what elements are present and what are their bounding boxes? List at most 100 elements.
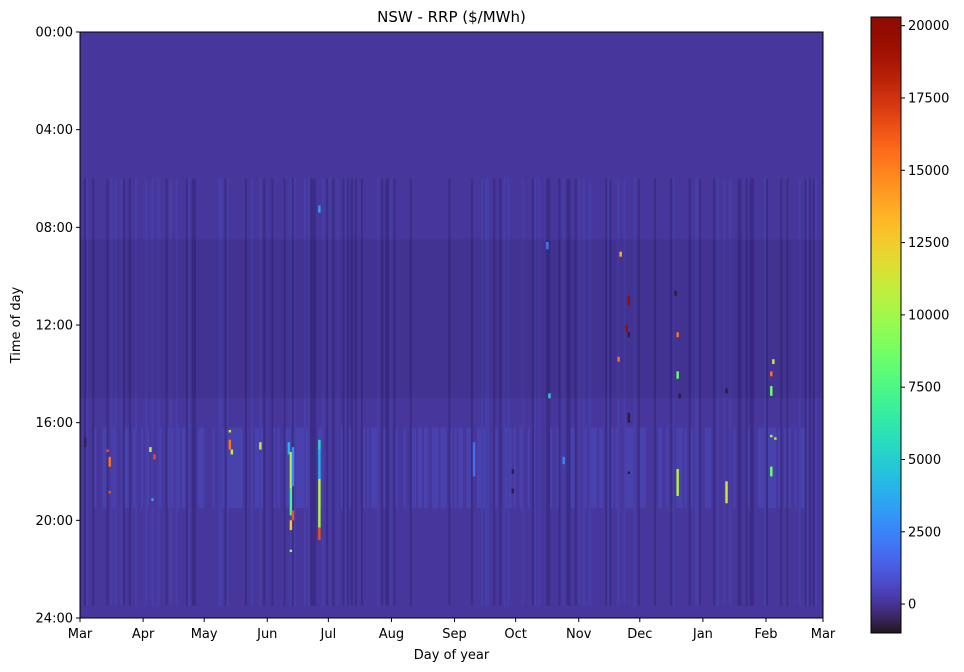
texture-evening bbox=[132, 427, 135, 509]
texture-stripe bbox=[749, 178, 752, 606]
texture-evening bbox=[772, 427, 775, 509]
texture-evening bbox=[458, 427, 461, 509]
texture-stripe bbox=[605, 178, 608, 606]
texture-evening bbox=[570, 427, 573, 509]
x-tick-label: Jun bbox=[256, 627, 277, 642]
texture-evening bbox=[340, 427, 343, 509]
texture-stripe bbox=[328, 178, 331, 606]
texture-evening bbox=[297, 427, 300, 509]
texture-evening bbox=[375, 427, 378, 509]
texture-stripe bbox=[780, 178, 783, 606]
texture-evening bbox=[177, 427, 180, 509]
texture-evening bbox=[403, 427, 406, 509]
texture-stripe bbox=[326, 178, 329, 606]
heatmap-cell bbox=[318, 478, 321, 528]
texture-stripe bbox=[713, 178, 716, 606]
texture-stripe bbox=[481, 178, 484, 606]
texture-stripe bbox=[322, 178, 325, 606]
texture-evening bbox=[236, 427, 239, 509]
texture-evening bbox=[747, 427, 750, 509]
texture-evening bbox=[466, 427, 469, 509]
texture-evening bbox=[684, 427, 687, 509]
x-tick-label: Aug bbox=[379, 627, 404, 642]
heatmap-cell bbox=[627, 412, 631, 423]
texture-stripe bbox=[289, 178, 292, 606]
texture-evening bbox=[572, 427, 575, 509]
texture-evening bbox=[167, 427, 170, 509]
texture-stripe bbox=[499, 178, 502, 606]
texture-stripe bbox=[332, 178, 335, 606]
texture-stripe bbox=[623, 178, 626, 606]
heatmap-cell bbox=[318, 439, 321, 450]
texture-stripe bbox=[293, 178, 296, 606]
texture-stripe bbox=[106, 178, 109, 606]
heatmap-cell bbox=[472, 442, 476, 477]
texture-evening bbox=[615, 427, 618, 509]
heatmap-cell bbox=[108, 491, 111, 494]
texture-evening bbox=[94, 427, 97, 509]
heatmap-cell bbox=[151, 498, 154, 501]
texture-stripe bbox=[157, 178, 160, 606]
texture-stripe bbox=[654, 178, 657, 606]
colorbar-tick-label: 20000 bbox=[908, 19, 949, 34]
texture-evening bbox=[371, 427, 374, 509]
x-tick-label: Jan bbox=[692, 627, 713, 642]
texture-evening bbox=[141, 427, 144, 509]
texture-evening bbox=[277, 427, 280, 509]
y-tick-label: 12:00 bbox=[36, 319, 73, 334]
texture-stripe bbox=[763, 178, 767, 606]
texture-evening bbox=[230, 427, 233, 509]
texture-stripe bbox=[114, 178, 117, 606]
colorbar-ticks: 0 2500 5000 7500 10000 12500 15000 17500 20000 bbox=[901, 19, 949, 613]
heatmap-cell bbox=[106, 449, 109, 452]
texture-stripe bbox=[521, 178, 524, 606]
texture-stripe bbox=[191, 178, 194, 606]
texture-stripe bbox=[84, 178, 87, 606]
heatmap-cell bbox=[511, 469, 514, 474]
texture-evening bbox=[505, 427, 508, 509]
colorbar-tick-label: 17500 bbox=[908, 91, 949, 106]
texture-evening bbox=[232, 427, 235, 509]
texture-evening bbox=[788, 427, 791, 509]
texture-evening bbox=[627, 427, 630, 509]
texture-evening bbox=[126, 427, 129, 509]
texture-evening bbox=[678, 427, 681, 509]
texture-stripe bbox=[303, 178, 306, 606]
texture-evening bbox=[483, 427, 486, 509]
texture-stripe bbox=[812, 178, 815, 606]
texture-evening bbox=[590, 427, 593, 509]
texture-evening bbox=[413, 427, 416, 509]
colorbar-tick-label: 15000 bbox=[908, 164, 949, 179]
texture-stripe bbox=[808, 178, 811, 606]
texture-evening bbox=[320, 427, 323, 509]
texture-stripe bbox=[120, 178, 123, 606]
texture-stripe bbox=[617, 178, 620, 606]
heatmap-cell bbox=[619, 251, 622, 257]
texture-stripe bbox=[381, 178, 384, 606]
texture-stripe bbox=[507, 178, 510, 606]
texture-stripe bbox=[169, 178, 172, 606]
texture-evening bbox=[417, 427, 420, 509]
heatmap-cell bbox=[676, 371, 679, 379]
texture-stripe bbox=[377, 178, 380, 606]
texture-stripe bbox=[696, 178, 699, 606]
texture-stripe bbox=[271, 178, 274, 606]
texture-evening bbox=[228, 427, 231, 509]
texture-evening bbox=[759, 427, 762, 509]
texture-evening bbox=[468, 427, 471, 509]
texture-stripe bbox=[562, 178, 565, 606]
texture-stripe bbox=[694, 178, 697, 606]
texture-evening bbox=[295, 427, 298, 509]
heatmap-cell bbox=[546, 241, 549, 250]
colorbar-tick-label: 5000 bbox=[908, 453, 941, 468]
texture-stripe bbox=[574, 178, 577, 606]
texture-evening bbox=[495, 427, 498, 509]
colorbar: 0 2500 5000 7500 10000 12500 15000 17500 20000 bbox=[870, 16, 949, 634]
texture-evening bbox=[240, 427, 243, 509]
texture-stripe bbox=[387, 178, 390, 606]
heatmap-background bbox=[80, 32, 823, 618]
texture-evening bbox=[513, 427, 516, 509]
x-tick-label: Jul bbox=[320, 627, 337, 642]
texture-evening bbox=[426, 427, 429, 509]
texture-evening bbox=[238, 427, 241, 509]
